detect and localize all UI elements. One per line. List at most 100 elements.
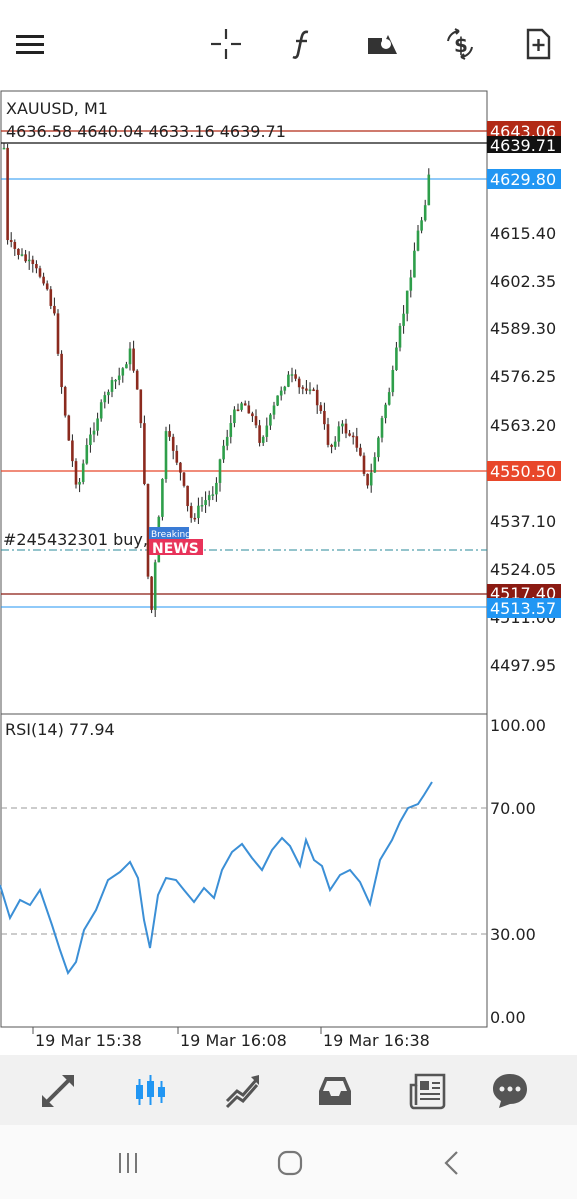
rsi-pane-border bbox=[0, 713, 488, 1028]
news-badge-top-text: Breaking bbox=[151, 530, 191, 540]
candle-body bbox=[384, 404, 387, 419]
candle-body bbox=[85, 444, 89, 464]
candle-body bbox=[89, 434, 92, 445]
svg-text:$: $ bbox=[454, 33, 468, 57]
candle-body bbox=[315, 389, 319, 406]
candle-body bbox=[204, 500, 207, 505]
shapes-icon[interactable] bbox=[360, 22, 404, 66]
time-label: 19 Mar 15:38 bbox=[35, 1031, 142, 1050]
candle-body bbox=[103, 395, 107, 403]
function-icon[interactable] bbox=[281, 22, 325, 66]
candle-body bbox=[132, 348, 135, 371]
candle-body bbox=[416, 230, 420, 251]
candle-body bbox=[74, 461, 78, 485]
candle-body bbox=[189, 506, 193, 518]
candle-body bbox=[287, 374, 290, 387]
candle-body bbox=[301, 387, 305, 389]
candle-body bbox=[164, 431, 168, 479]
candle-body bbox=[265, 425, 269, 437]
candle-body bbox=[200, 504, 204, 507]
candle-body bbox=[27, 259, 31, 262]
candle-body bbox=[251, 413, 254, 417]
candle-body bbox=[45, 283, 49, 290]
price-tag-4629-label: 4629.80 bbox=[490, 170, 556, 189]
candle-body bbox=[168, 431, 171, 437]
candle-body bbox=[279, 390, 283, 396]
price-tag-4550 bbox=[487, 461, 561, 481]
candle-body bbox=[380, 418, 384, 438]
candle-body bbox=[377, 437, 380, 458]
price-tick: 4589.30 bbox=[490, 319, 556, 338]
candle-body bbox=[81, 463, 85, 482]
news-badge-bottom-text: NEWS bbox=[152, 541, 199, 557]
chart-icon[interactable] bbox=[127, 1067, 175, 1115]
system-nav-bar bbox=[0, 1125, 577, 1199]
candle-body bbox=[179, 462, 182, 473]
price-tag-bid bbox=[487, 136, 561, 153]
candle-body bbox=[297, 378, 301, 388]
candle-body bbox=[413, 250, 416, 278]
candle-body bbox=[254, 416, 258, 426]
candle-body bbox=[2, 147, 6, 150]
candle-body bbox=[409, 277, 413, 291]
price-tick: 4563.20 bbox=[490, 416, 556, 435]
candle-body bbox=[182, 472, 186, 486]
candle-body bbox=[236, 409, 240, 412]
news-badge-top bbox=[149, 527, 189, 539]
chart-canvas[interactable]: 4615.40 4602.35 4589.30 4576.25 4563.20 … bbox=[0, 90, 577, 1055]
time-label: 19 Mar 16:08 bbox=[180, 1031, 287, 1050]
candle-body bbox=[391, 370, 395, 393]
history-icon[interactable] bbox=[311, 1067, 359, 1115]
candle-body bbox=[60, 353, 63, 388]
candle-body bbox=[427, 174, 431, 206]
candle-body bbox=[49, 289, 53, 306]
candle-body bbox=[135, 370, 139, 390]
candle-body bbox=[333, 441, 337, 447]
rsi-label: RSI(14) 77.94 bbox=[5, 720, 115, 739]
candle-body bbox=[171, 436, 175, 451]
candle-body bbox=[150, 576, 153, 610]
back-icon[interactable] bbox=[432, 1143, 472, 1183]
candle-body bbox=[96, 418, 99, 431]
ohlc-label: 4636.58 4640.04 4633.16 4639.71 bbox=[6, 122, 286, 141]
menu-icon[interactable] bbox=[8, 22, 52, 66]
candle-body bbox=[330, 444, 333, 447]
recents-icon[interactable] bbox=[108, 1143, 148, 1183]
candle-body bbox=[362, 455, 366, 474]
quotes-icon[interactable] bbox=[34, 1067, 82, 1115]
currency-exchange-icon[interactable]: $ bbox=[438, 22, 482, 66]
time-label: 19 Mar 16:38 bbox=[323, 1031, 430, 1050]
candle-body bbox=[197, 505, 200, 519]
candle-body bbox=[99, 402, 103, 419]
candle-body bbox=[146, 483, 150, 577]
candle-body bbox=[348, 433, 351, 436]
candle-body bbox=[229, 423, 233, 437]
rsi-line bbox=[0, 781, 433, 976]
rsi-tick: 0.00 bbox=[490, 1008, 526, 1027]
home-icon[interactable] bbox=[270, 1143, 310, 1183]
crosshair-icon[interactable] bbox=[204, 22, 248, 66]
candle-body bbox=[215, 482, 218, 495]
candle-body bbox=[373, 457, 377, 473]
candle-body bbox=[369, 472, 373, 486]
trade-icon[interactable] bbox=[219, 1067, 267, 1115]
candle-body bbox=[121, 368, 125, 376]
candle-body bbox=[359, 447, 362, 456]
symbol-label: XAUUSD, M1 bbox=[6, 99, 108, 118]
chat-icon[interactable] bbox=[486, 1067, 534, 1115]
candle-body bbox=[344, 423, 348, 434]
chart-area[interactable]: 4615.40 4602.35 4589.30 4576.25 4563.20 … bbox=[0, 90, 577, 1055]
candle-body bbox=[355, 436, 359, 448]
new-document-icon[interactable] bbox=[516, 22, 560, 66]
candle-body bbox=[423, 205, 427, 221]
candle-body bbox=[269, 414, 272, 426]
candle-body bbox=[341, 423, 344, 427]
top-toolbar: $ bbox=[0, 0, 577, 90]
news-icon[interactable] bbox=[404, 1067, 452, 1115]
candle-body bbox=[395, 347, 398, 371]
candle-body bbox=[319, 405, 323, 411]
candle-body bbox=[387, 392, 391, 405]
candle-body bbox=[402, 313, 405, 326]
price-tag-4629 bbox=[487, 169, 561, 189]
candle-body bbox=[67, 415, 71, 441]
